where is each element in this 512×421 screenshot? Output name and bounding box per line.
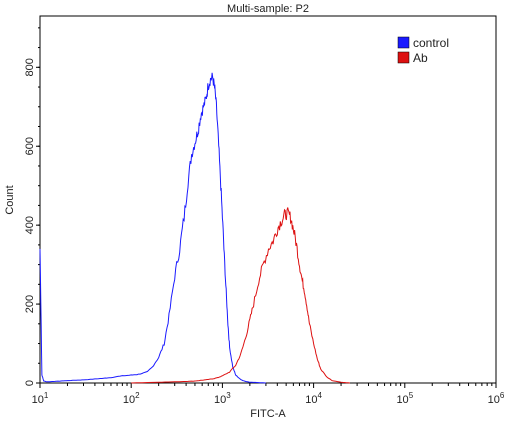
y-axis-title: Count (4, 185, 16, 214)
y-tick-label: 600 (24, 137, 36, 155)
legend-swatch-control (397, 36, 410, 49)
legend-swatch-ab (397, 51, 410, 64)
legend-label-ab: Ab (413, 51, 428, 65)
chart-title: Multi-sample: P2 (227, 3, 309, 15)
x-tick-label: 101 (32, 391, 49, 406)
legend-label-control: control (413, 36, 449, 50)
y-tick-label: 800 (24, 58, 36, 76)
x-tick-label: 105 (396, 391, 413, 406)
x-axis-title: FITC-A (250, 408, 286, 420)
y-tick-label: 200 (24, 295, 36, 313)
y-tick-label: 400 (24, 216, 36, 234)
x-tick-label: 102 (123, 391, 140, 406)
y-tick-label: 0 (24, 380, 36, 386)
x-tick-label: 106 (488, 391, 505, 406)
x-axis: 101 102 103 104 105 106 (32, 383, 505, 406)
series-layer (39, 72, 350, 384)
x-tick-label: 104 (305, 391, 322, 406)
series-line-control (39, 72, 266, 384)
x-tick-label: 103 (214, 391, 231, 406)
series-line-ab (131, 207, 350, 384)
y-axis: 0 200 400 600 800 (24, 58, 40, 386)
plot-area-frame (39, 15, 497, 384)
